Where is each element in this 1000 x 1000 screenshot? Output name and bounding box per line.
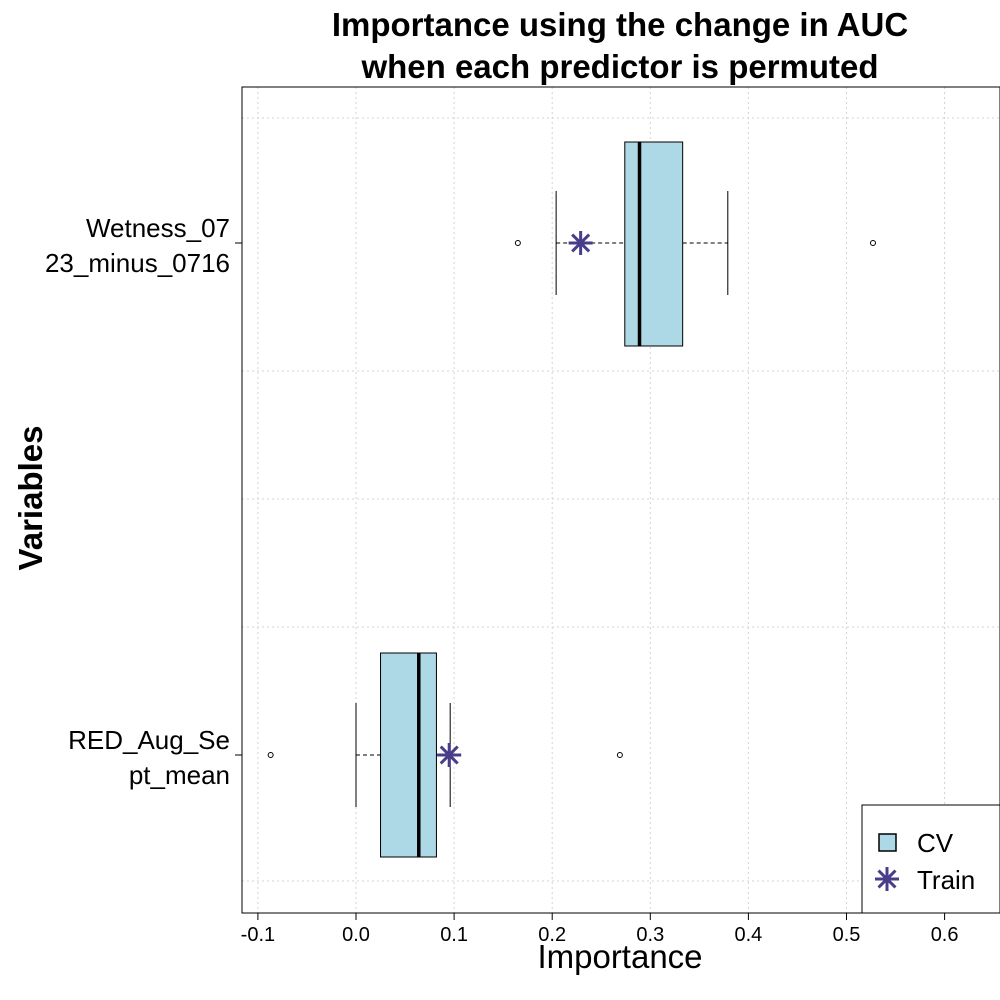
x-tick-label-5: 0.4 [734,924,762,946]
x-tick-label-4: 0.3 [636,924,664,946]
outlier-1-1 [616,752,623,758]
chart-title-line1: Importance using the change in AUC [332,6,908,43]
legend-cv-swatch [878,833,897,852]
legend: CV Train [861,804,1000,914]
category-label-1-line2: pt_mean [129,760,230,790]
category-label-0-line2: 23_minus_0716 [45,248,230,278]
x-tick-label-7: 0.6 [931,924,959,946]
x-tick-label-0: -0.1 [241,924,275,946]
box-0 [624,141,684,347]
outlier-0-0 [514,240,521,246]
x-tick-label-3: 0.2 [538,924,566,946]
x-tick-label-2: 0.1 [440,924,468,946]
outlier-1-0 [267,752,274,758]
data-layer [267,141,876,858]
x-tick-label-1: 0.0 [342,924,370,946]
chart-title-line2: when each predictor is permuted [360,48,878,85]
y-axis-title: Variables [12,426,49,571]
train-marker-0 [568,231,593,255]
legend-frame [861,804,1000,914]
outlier-0-1 [869,240,876,246]
y-axis-categories: Wetness_07 23_minus_0716 RED_Aug_Se pt_mean [45,213,230,790]
category-label-1-line1: RED_Aug_Se [68,725,230,755]
legend-train-label: Train [917,865,975,895]
legend-cv-label: CV [917,828,954,858]
legend-train-marker [875,867,899,891]
x-tick-label-6: 0.5 [833,924,861,946]
legend-train-asterisk [875,867,899,891]
category-label-0-line1: Wetness_07 [86,213,230,243]
box-1 [380,652,437,858]
plot-frame [241,86,1000,914]
x-axis-title: Importance [537,938,702,975]
train-marker-1 [437,743,462,767]
x-axis: -0.1 0.0 0.1 0.2 0.3 0.4 0.5 0.6 [235,242,959,946]
